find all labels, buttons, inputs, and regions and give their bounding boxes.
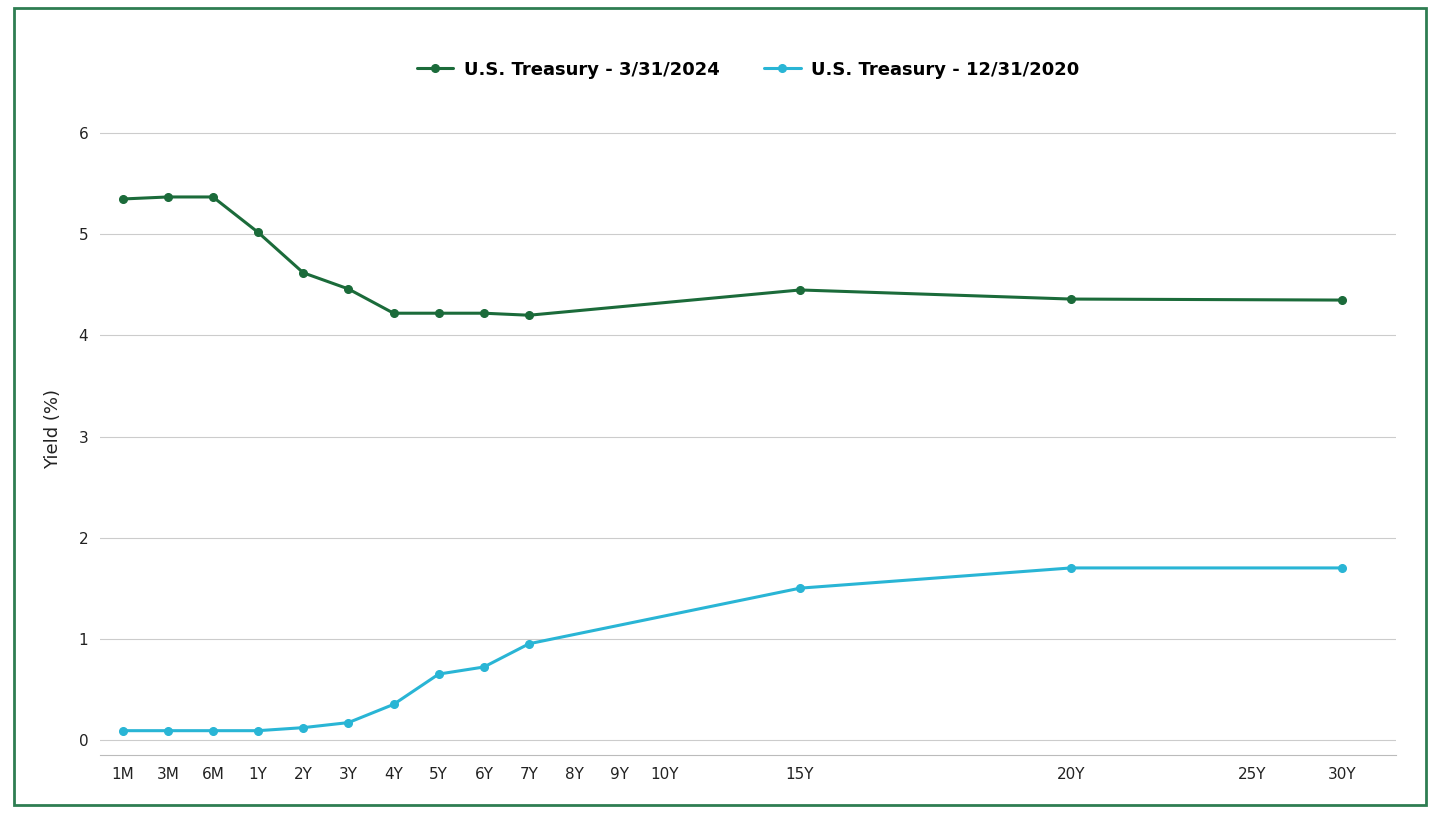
U.S. Treasury - 3/31/2024 <box>1063 294 1080 304</box>
U.S. Treasury - 12/31/2020 <box>340 718 357 728</box>
U.S. Treasury - 3/31/2024 <box>114 194 131 204</box>
U.S. Treasury - 12/31/2020 <box>295 723 312 733</box>
U.S. Treasury - 3/31/2024 <box>340 284 357 293</box>
Y-axis label: Yield (%): Yield (%) <box>43 389 62 469</box>
U.S. Treasury - 3/31/2024 <box>249 228 266 237</box>
U.S. Treasury - 12/31/2020 <box>160 726 177 736</box>
U.S. Treasury - 12/31/2020 <box>792 583 809 593</box>
U.S. Treasury - 3/31/2024 <box>384 308 402 318</box>
U.S. Treasury - 12/31/2020 <box>114 726 131 736</box>
U.S. Treasury - 12/31/2020 <box>204 726 222 736</box>
U.S. Treasury - 3/31/2024 <box>431 308 448 318</box>
U.S. Treasury - 12/31/2020 <box>1333 563 1351 573</box>
U.S. Treasury - 3/31/2024 <box>295 268 312 278</box>
U.S. Treasury - 12/31/2020 <box>431 669 448 679</box>
U.S. Treasury - 3/31/2024 <box>204 192 222 202</box>
Line: U.S. Treasury - 12/31/2020: U.S. Treasury - 12/31/2020 <box>118 564 1346 734</box>
U.S. Treasury - 12/31/2020 <box>475 662 492 672</box>
U.S. Treasury - 12/31/2020 <box>384 699 402 709</box>
U.S. Treasury - 3/31/2024 <box>792 285 809 295</box>
U.S. Treasury - 3/31/2024 <box>1333 295 1351 305</box>
U.S. Treasury - 12/31/2020 <box>249 726 266 736</box>
U.S. Treasury - 12/31/2020 <box>1063 563 1080 573</box>
U.S. Treasury - 12/31/2020 <box>520 639 537 649</box>
Line: U.S. Treasury - 3/31/2024: U.S. Treasury - 3/31/2024 <box>118 193 1346 319</box>
U.S. Treasury - 3/31/2024 <box>520 311 537 320</box>
U.S. Treasury - 3/31/2024 <box>475 308 492 318</box>
Legend: U.S. Treasury - 3/31/2024, U.S. Treasury - 12/31/2020: U.S. Treasury - 3/31/2024, U.S. Treasury… <box>409 54 1087 86</box>
U.S. Treasury - 3/31/2024 <box>160 192 177 202</box>
